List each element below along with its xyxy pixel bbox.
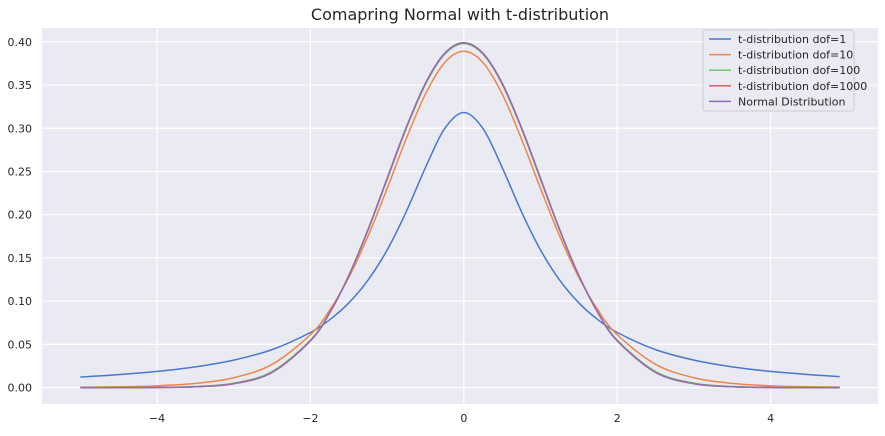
y-tick-label: 0.25 — [8, 165, 33, 178]
x-tick-label: 4 — [767, 412, 774, 425]
legend-label: t-distribution dof=10 — [738, 49, 853, 62]
y-tick-label: 0.10 — [8, 295, 33, 308]
x-tick-label: 2 — [614, 412, 621, 425]
x-tick-label: −2 — [302, 412, 318, 425]
chart-title: Comapring Normal with t-distribution — [311, 5, 609, 24]
x-tick-label: 0 — [460, 412, 467, 425]
y-tick-label: 0.15 — [8, 252, 33, 265]
y-tick-label: 0.30 — [8, 122, 33, 135]
legend-label: t-distribution dof=1 — [738, 33, 846, 46]
gridlines — [42, 28, 878, 404]
series-line — [80, 111, 840, 378]
series-line — [80, 42, 840, 389]
y-tick-label: 0.00 — [8, 382, 33, 395]
legend-label: t-distribution dof=1000 — [738, 80, 867, 93]
legend-label: t-distribution dof=100 — [738, 64, 860, 77]
x-tick-label: −4 — [149, 412, 165, 425]
y-tick-label: 0.20 — [8, 209, 33, 222]
y-tick-label: 0.40 — [8, 36, 33, 49]
series-lines — [80, 42, 840, 389]
tick-labels: −4 −2 0 2 4 0.00 0.05 0.10 0.15 0.20 0.25 0.30 0.35 0… — [8, 36, 775, 425]
series-line — [80, 50, 840, 388]
y-tick-label: 0.35 — [8, 79, 33, 92]
y-tick-label: 0.05 — [8, 338, 33, 351]
legend-box — [702, 29, 855, 112]
legend-label: Normal Distribution — [738, 95, 845, 108]
legend: t-distribution dof=1 t-distribution dof=1… — [702, 29, 867, 112]
